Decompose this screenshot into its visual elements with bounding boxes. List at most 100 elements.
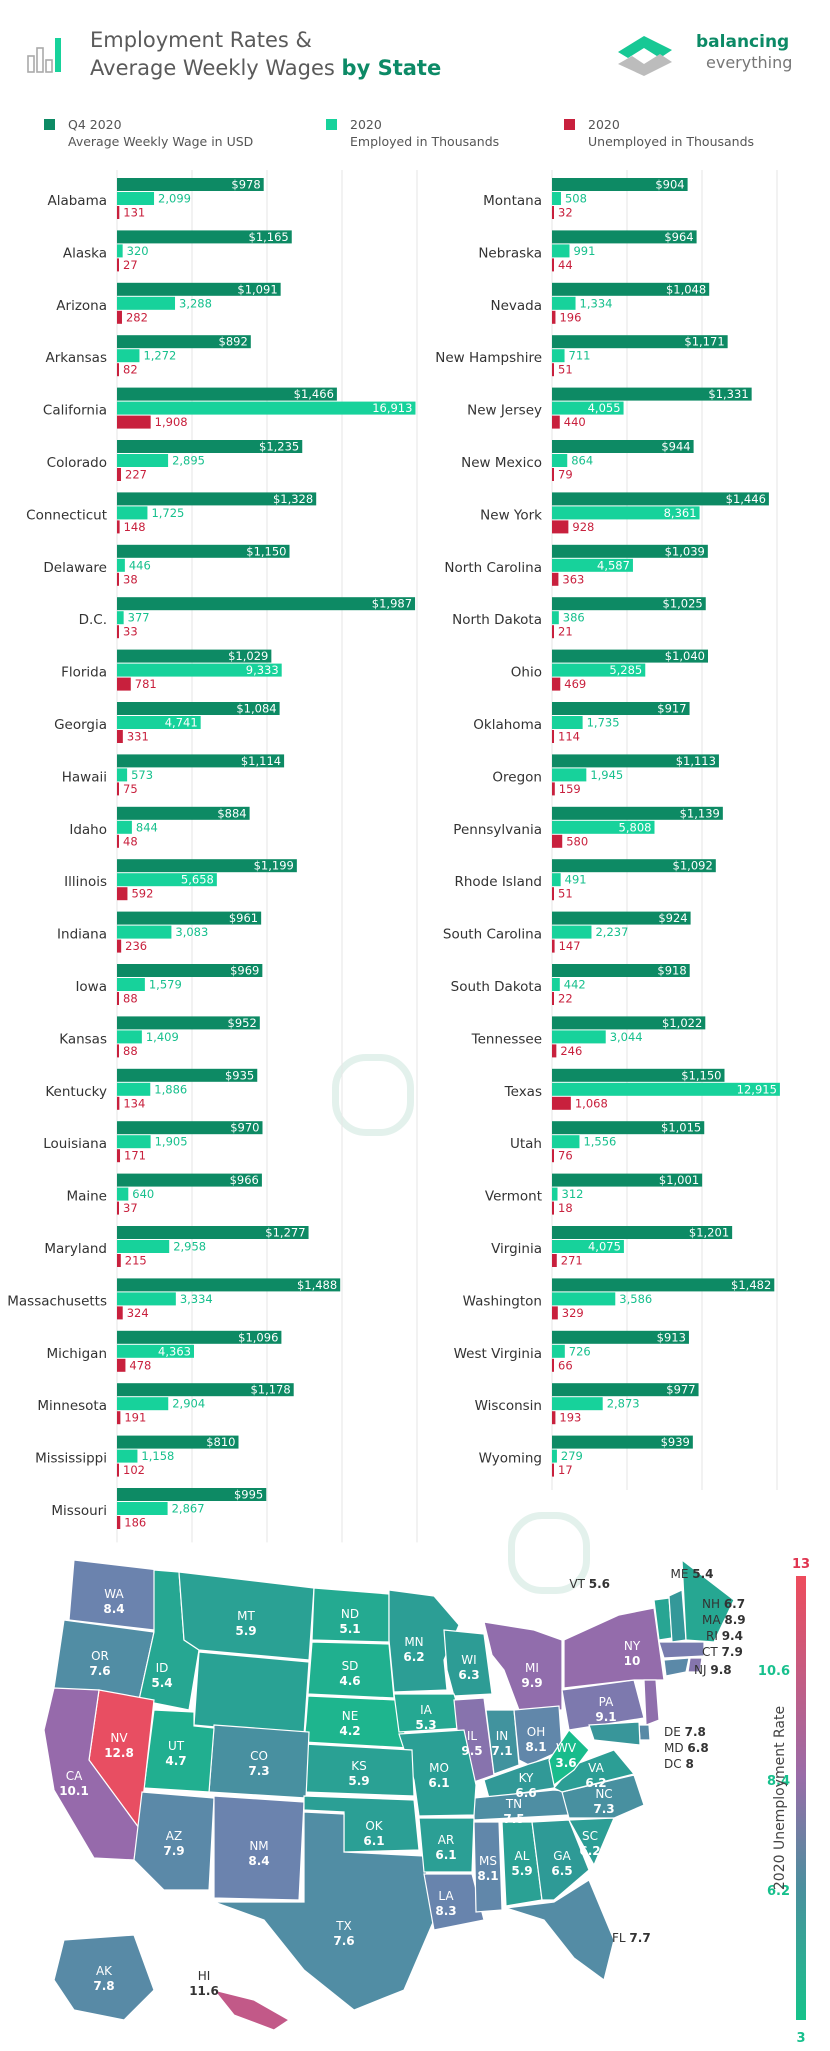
state-shape-md [588,1721,641,1746]
state-row-georgia: Georgia $1,084 4,741 331 [54,702,280,744]
state-rate-wv: 3.6 [555,1756,576,1770]
employed-label: 1,334 [580,296,613,310]
wage-label: $1,039 [665,544,705,558]
state-row-michigan: Michigan $1,096 4,363 478 [46,1330,282,1372]
state-rate-oh: 8.1 [525,1740,546,1754]
state-abbr-nh: NH [702,1597,724,1611]
unemployed-bar [117,206,120,219]
state-rate-mi: 9.9 [521,1676,542,1690]
unemployed-label: 781 [135,677,157,691]
wage-bar [117,1278,341,1292]
employed-bar [552,925,592,939]
wage-bar [552,230,697,244]
state-label: North Dakota [452,612,542,628]
state-label: Kansas [59,1031,107,1047]
state-rate-sd: 4.6 [339,1674,360,1688]
colorbar [796,1576,806,2020]
unemployed-bar [117,782,119,796]
state-label: Maine [66,1189,107,1205]
employed-bar [117,1502,168,1515]
employed-label: 1,556 [583,1135,616,1149]
unemployed-bar [117,939,122,953]
state-abbr-pa: PA [599,1695,614,1709]
wage-label: $1,987 [372,597,412,611]
wage-label: $939 [661,1435,690,1449]
unemployed-label: 331 [127,730,149,744]
state-row-massachusetts: Massachusetts $1,488 3,334 324 [7,1278,341,1320]
state-row-oklahoma: Oklahoma $917 1,735 114 [473,702,690,744]
unemployed-bar [552,625,554,639]
state-abbr-nv: NV [110,1731,128,1745]
state-abbr-id: ID [156,1661,169,1675]
unemployed-label: 17 [558,1463,573,1477]
state-label: Montana [483,193,542,209]
state-abbr-ky: KY [519,1771,534,1785]
wage-bar [117,544,290,558]
unemployed-label: 928 [572,520,594,534]
unemployed-label: 102 [123,1463,145,1477]
state-rate-ut: 4.7 [165,1754,186,1768]
employed-label: 2,237 [595,925,628,939]
employed-bar [117,873,217,887]
employed-label: 2,904 [172,1397,205,1411]
employed-bar [117,1344,194,1358]
wage-bar [552,387,752,401]
unemployed-bar [552,363,554,377]
employed-label: 312 [562,1187,584,1201]
state-abbr-or: OR [91,1649,109,1663]
state-row-ohio: Ohio $1,040 5,285 469 [511,649,708,691]
state-row-alabama: Alabama $978 2,099 131 [47,178,264,220]
state-rate-in: 7.1 [491,1744,512,1758]
state-row-connecticut: Connecticut $1,328 1,725 148 [26,492,317,534]
state-abbr-sd: SD [342,1659,359,1673]
state-label: Maryland [44,1241,107,1257]
employed-label: 864 [571,454,593,468]
wage-bar [117,282,281,296]
unemployed-bar [117,1044,119,1058]
unemployed-label: 76 [558,1149,573,1163]
state-rate-md: 6.8 [687,1741,708,1755]
wage-bar [117,964,263,977]
state-label: Georgia [54,717,107,733]
state-abbr-fl: FL [612,1931,629,1945]
state-abbr-wi: WI [461,1653,476,1667]
title-line-2-bold: by State [341,56,442,80]
wage-bar [117,178,264,191]
state-rate-ia: 5.3 [415,1718,436,1732]
unemployed-bar [552,1358,554,1372]
colorbar-tick: 3 [796,2031,805,2046]
employed-label: 640 [132,1187,154,1201]
state-label: Nevada [490,298,542,314]
wage-label: $995 [234,1488,263,1502]
unemployed-label: 271 [561,1254,583,1268]
employed-label: 844 [136,820,158,834]
wage-bar [117,911,262,925]
brand-logo-icon [618,36,672,76]
state-shape-ne [303,1695,410,1749]
state-row-tennessee: Tennessee $1,022 3,044 246 [471,1016,706,1058]
state-label: Rhode Island [454,874,542,890]
state-abbr-ok: OK [365,1819,383,1833]
legend-item-employed: 2020 Employed in Thousands [326,116,499,150]
state-label: Nebraska [478,245,542,261]
wage-label: $810 [206,1435,235,1449]
unemployed-label: 282 [126,310,148,324]
wage-bar [117,335,251,349]
state-label-dc: DC 8 [664,1757,694,1771]
state-abbr-nc: NC [595,1787,612,1801]
unemployed-label: 32 [558,206,573,220]
state-row-texas: Texas $1,150 12,915 1,068 [504,1068,780,1110]
wage-label: $892 [219,335,248,349]
employed-bar [117,925,172,939]
unemployed-bar [117,1358,126,1372]
state-abbr-ct: CT [702,1645,722,1659]
unemployed-label: 82 [123,363,138,377]
employed-bar [552,1240,624,1253]
employed-bar [552,1397,603,1411]
employed-bar [552,192,561,205]
unemployed-bar [552,782,555,796]
employed-label: 1,409 [146,1030,179,1044]
wage-label: $924 [658,911,687,925]
